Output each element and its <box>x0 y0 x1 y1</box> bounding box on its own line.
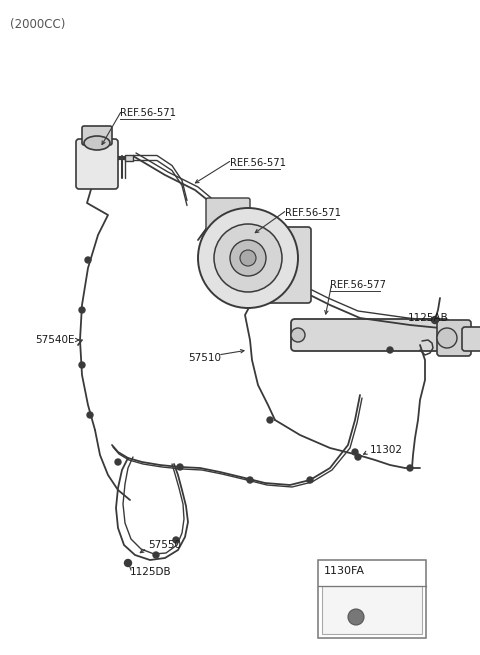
Circle shape <box>198 208 298 308</box>
Circle shape <box>79 307 85 313</box>
Circle shape <box>124 559 132 567</box>
FancyBboxPatch shape <box>291 319 449 351</box>
Circle shape <box>291 328 305 342</box>
FancyBboxPatch shape <box>462 327 480 351</box>
Circle shape <box>247 477 253 483</box>
Text: 1130FA: 1130FA <box>324 566 365 576</box>
Text: REF.56-577: REF.56-577 <box>330 280 386 290</box>
Circle shape <box>79 362 85 368</box>
Circle shape <box>432 316 439 324</box>
FancyBboxPatch shape <box>250 227 311 303</box>
Circle shape <box>355 454 361 460</box>
Bar <box>125 155 133 161</box>
Text: 57550: 57550 <box>148 540 181 550</box>
Circle shape <box>240 250 256 266</box>
Text: 57510: 57510 <box>188 353 221 363</box>
Circle shape <box>387 347 393 353</box>
Bar <box>318 560 426 638</box>
Text: 1125DB: 1125DB <box>130 567 172 577</box>
Circle shape <box>230 240 266 276</box>
Circle shape <box>115 459 121 465</box>
Text: 57540E: 57540E <box>35 335 74 345</box>
FancyBboxPatch shape <box>82 126 112 145</box>
Text: REF.56-571: REF.56-571 <box>230 158 286 168</box>
Text: REF.56-571: REF.56-571 <box>285 208 341 218</box>
Circle shape <box>352 449 358 455</box>
Text: 11302: 11302 <box>370 445 403 455</box>
Circle shape <box>267 417 273 423</box>
Circle shape <box>85 257 91 263</box>
Ellipse shape <box>84 136 110 150</box>
Circle shape <box>153 552 159 558</box>
Circle shape <box>437 328 457 348</box>
Circle shape <box>307 477 313 483</box>
Circle shape <box>214 224 282 292</box>
Text: REF.56-571: REF.56-571 <box>120 108 176 118</box>
Bar <box>322 586 422 634</box>
Circle shape <box>173 537 179 543</box>
Text: 1125AB: 1125AB <box>408 313 449 323</box>
FancyBboxPatch shape <box>206 198 250 232</box>
Circle shape <box>87 412 93 418</box>
Text: (2000CC): (2000CC) <box>10 18 65 31</box>
FancyBboxPatch shape <box>76 139 118 189</box>
FancyBboxPatch shape <box>437 320 471 356</box>
Circle shape <box>348 609 364 625</box>
Circle shape <box>177 464 183 470</box>
Circle shape <box>407 465 413 471</box>
